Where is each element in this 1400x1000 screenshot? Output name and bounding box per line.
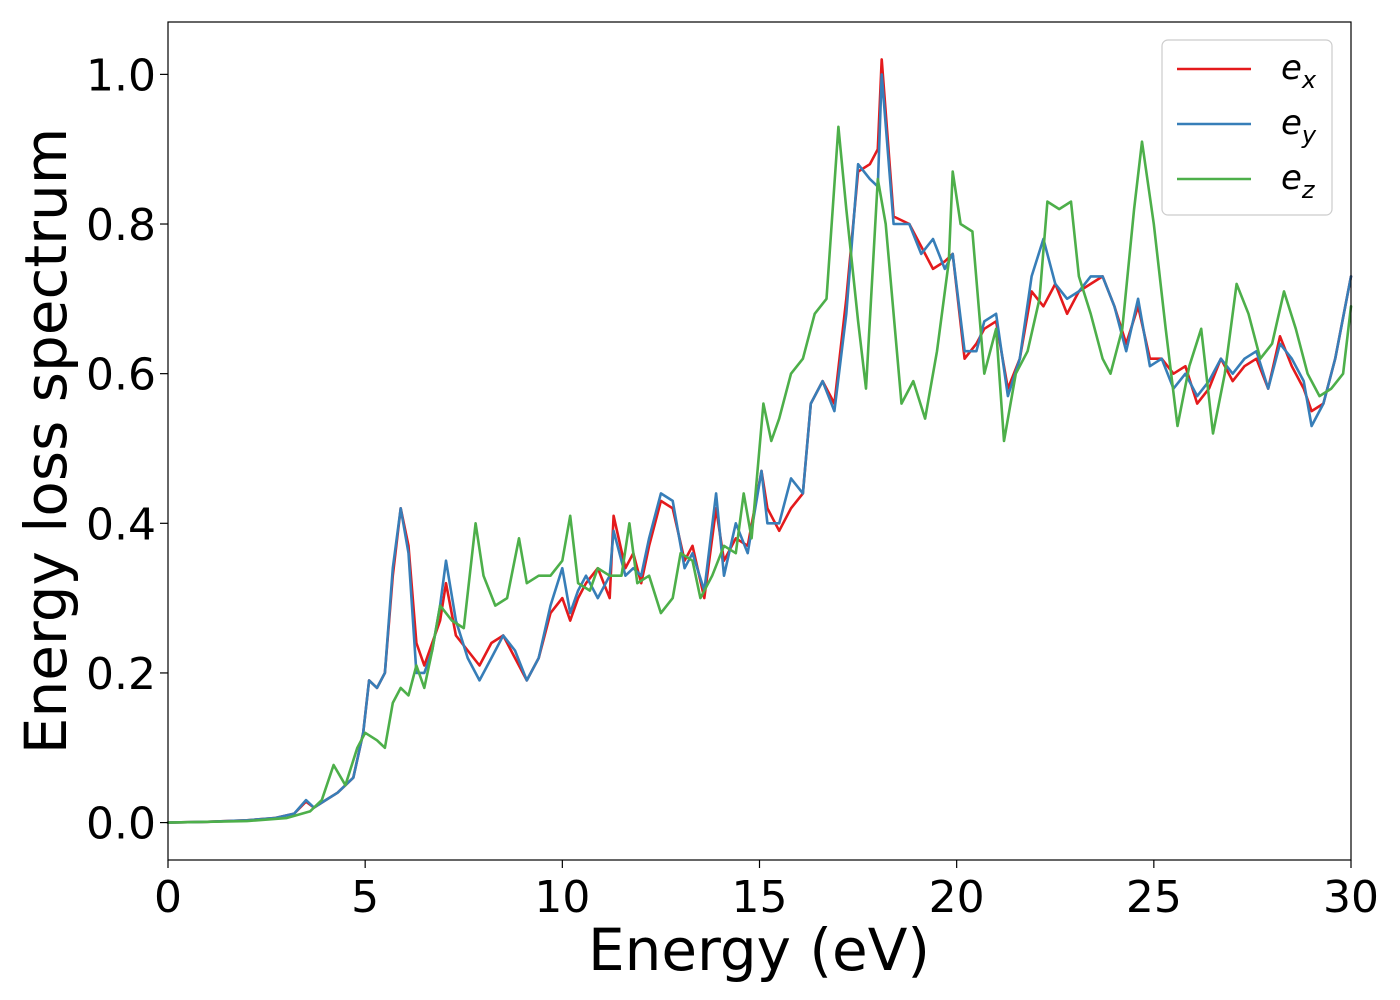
y-tick-label: 0.6 [86, 350, 156, 401]
legend: ex ey ez [1161, 39, 1333, 216]
y-tick-label: 0.0 [86, 799, 156, 850]
y-tick-label: 0.4 [86, 499, 156, 550]
x-axis-label: Energy (eV) [588, 916, 930, 984]
y-tick-label: 0.8 [86, 200, 156, 251]
y-tick-label: 1.0 [86, 50, 156, 101]
y-tick-label: 0.2 [86, 649, 156, 700]
x-tick-label: 30 [1323, 872, 1379, 923]
series-line-e_z [166, 125, 1353, 824]
x-axis-ticks: 0 5 10 15 20 25 30 [154, 860, 1379, 923]
x-tick-label: 5 [351, 872, 379, 923]
legend-frame [1161, 39, 1333, 216]
x-tick-label: 20 [929, 872, 985, 923]
x-tick-label: 25 [1126, 872, 1182, 923]
x-tick-label: 0 [154, 872, 182, 923]
x-tick-label: 15 [732, 872, 788, 923]
y-axis-label: Energy loss spectrum [12, 128, 80, 754]
x-tick-label: 10 [534, 872, 590, 923]
legend-label-e_z: ez [1281, 158, 1316, 204]
plot-lines [166, 58, 1353, 824]
legend-label-e_x: ex [1281, 48, 1317, 94]
legend-label-e_y: ey [1281, 103, 1317, 149]
y-axis-ticks: 0.0 0.2 0.4 0.6 0.8 1.0 [86, 50, 168, 850]
